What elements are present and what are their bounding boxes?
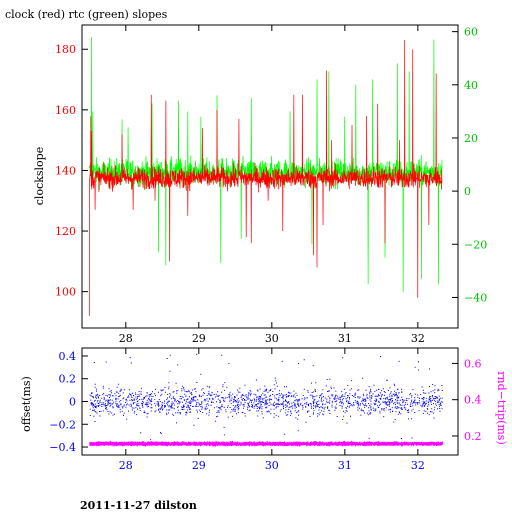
bottom-axis-ticks: 28 29 30 31 32 −0.4 −0.2 0 0.2 0.4 0.2 0.4 0.6 <box>49 348 482 472</box>
top-y2-tick-label: 0 <box>464 185 471 198</box>
bottom-x-tick-label: 29 <box>192 459 206 472</box>
top-y-tick-label: 140 <box>55 164 76 177</box>
bottom-y2-tick-label: 0.2 <box>464 430 482 443</box>
top-y-tick-label: 180 <box>55 43 76 56</box>
top-plot-frame <box>81 24 459 329</box>
top-x-tick-label: 31 <box>338 332 352 345</box>
bottom-x-tick-label: 28 <box>119 459 133 472</box>
top-y-tick-label: 100 <box>55 286 76 299</box>
top-y-tick-label: 120 <box>55 225 76 238</box>
bottom-y-tick-label: −0.2 <box>49 418 76 431</box>
bottom-panel: 28 29 30 31 32 −0.4 −0.2 0 0.2 0.4 0.2 0.4 0.6 offse… <box>20 347 508 472</box>
bottom-y2-tick-label: 0.4 <box>464 394 482 407</box>
bottom-y-axis-label: offset(ms) <box>20 376 33 432</box>
bottom-y-tick-label: 0.2 <box>59 373 77 386</box>
top-y2-tick-label: −20 <box>464 238 487 251</box>
top-x-tick-label: 29 <box>192 332 206 345</box>
chart-title: clock (red) rtc (green) slopes <box>5 8 168 21</box>
rtc-series-line <box>88 36 443 293</box>
rnd-trip-series-points <box>89 440 443 447</box>
top-y2-tick-label: −40 <box>464 291 487 304</box>
bottom-data-series <box>89 353 443 447</box>
top-y-tick-label: 160 <box>55 104 76 117</box>
bottom-y2-tick-label: 0.6 <box>464 357 482 370</box>
top-axis-ticks: 28 29 30 31 32 100 120 140 160 180 −40 −20 0 20 40 60 <box>55 25 487 345</box>
top-x-tick-label: 32 <box>411 332 425 345</box>
top-panel: 28 29 30 31 32 100 120 140 160 180 −40 −20 0 20 40 60 c… <box>33 24 487 345</box>
bottom-y-tick-label: −0.4 <box>49 441 76 454</box>
top-x-tick-label: 30 <box>265 332 279 345</box>
bottom-x-tick-label: 30 <box>265 459 279 472</box>
top-y2-tick-label: 40 <box>464 79 478 92</box>
top-y2-tick-label: 60 <box>464 26 478 39</box>
bottom-y-tick-label: 0.4 <box>59 350 77 363</box>
footer-label: 2011-11-27 dilston <box>80 499 197 512</box>
top-y2-tick-label: 20 <box>464 132 478 145</box>
top-data-series <box>88 36 443 316</box>
bottom-y-tick-label: 0 <box>69 396 76 409</box>
clock-series-line <box>88 40 443 316</box>
offset-series-points <box>89 353 443 445</box>
bottom-y2-axis-label: rnd−trip(ms) <box>495 371 508 445</box>
top-x-tick-label: 28 <box>119 332 133 345</box>
bottom-x-tick-label: 32 <box>411 459 425 472</box>
top-y-axis-label: clockslope <box>33 147 46 205</box>
bottom-x-tick-label: 31 <box>338 459 352 472</box>
